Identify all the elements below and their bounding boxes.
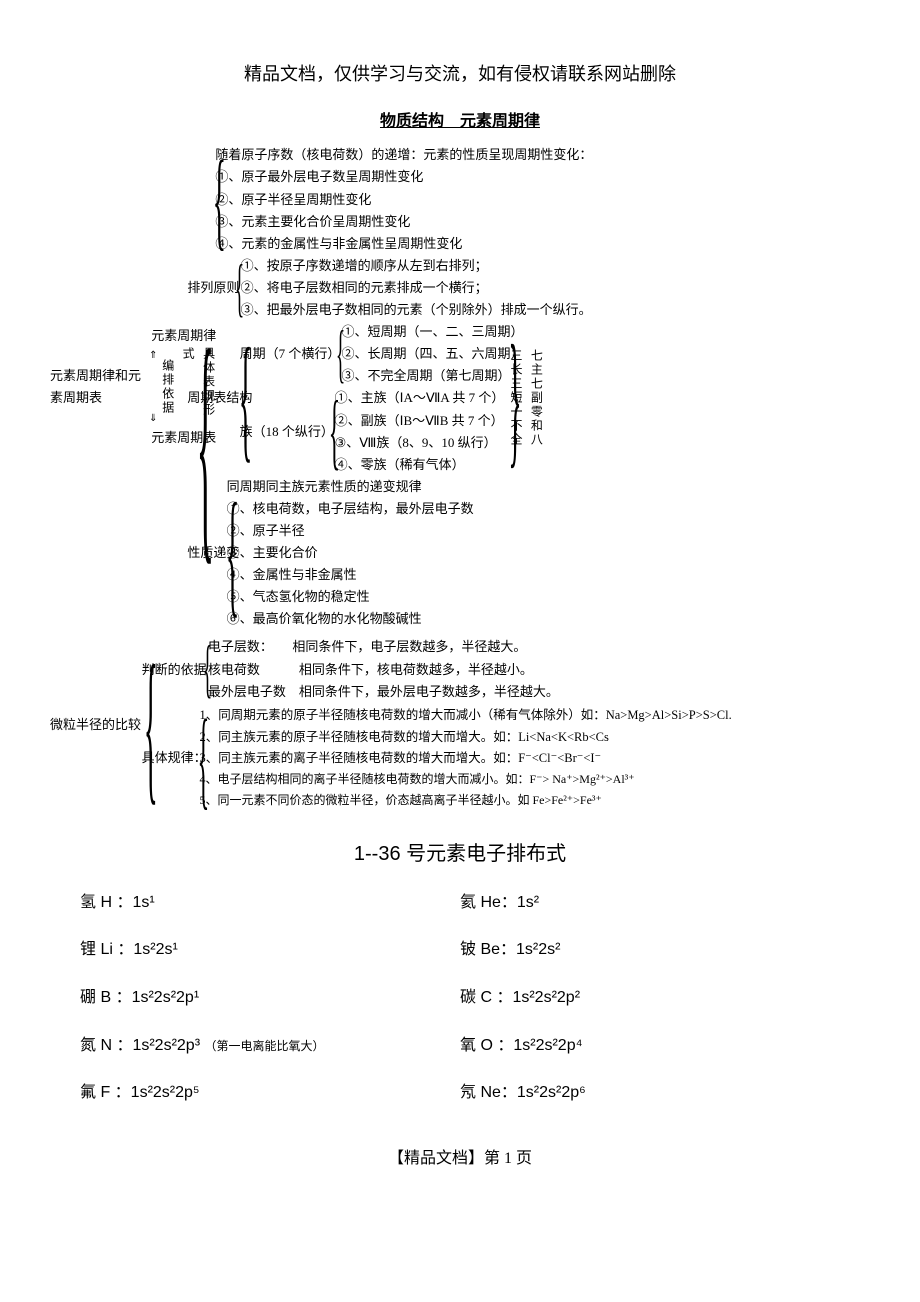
prop-items: 同周期同主族元素性质的递变规律 ①、核电荷数，电子层结构，最外层电子数 ②、原子…: [227, 476, 474, 631]
cfg-Ne: 氖 Ne：1s²2s²2p⁶: [460, 1080, 840, 1106]
page-footer: 【精品文档】第 1 页: [50, 1146, 870, 1172]
section2-title: 1--36 号元素电子排布式: [50, 838, 870, 870]
arrange-label: 排列原则: [187, 277, 239, 299]
rule-items: 1、同周期元素的原子半径随核电荷数的增大而减小（稀有气体除外）如：Na>Mg>A…: [199, 705, 731, 810]
right-note2: 七主七副零和八: [526, 349, 546, 447]
period-label: 周期（7 个横行）: [240, 343, 341, 365]
cfg-He: 氦 He：1s²: [460, 890, 840, 916]
arrange-items: ①、按原子序数递增的顺序从左到右排列； ②、将电子层数相同的元素排成一个横行； …: [241, 255, 592, 321]
vlabel-arrange: 编排依据: [157, 359, 177, 415]
cfg-O: 氧 O ：1s²2s²2p⁴: [460, 1033, 840, 1059]
cfg-Be: 铍 Be：1s²2s²: [460, 937, 840, 963]
judge-items: 电子层数： 相同条件下，电子层数越多，半径越大。 核电荷数 相同条件下，核电荷数…: [208, 636, 559, 702]
cfg-B: 硼 B ：1s²2s²2p¹: [80, 985, 460, 1011]
group-items: ①、主族（ⅠA～ⅦA 共 7 个） ②、副族（ⅠB～ⅦB 共 7 个） ③、Ⅷ族…: [335, 387, 505, 475]
doc-title: 物质结构 元素周期律: [50, 109, 870, 135]
period-items: ①、短周期（一、二、三周期） ②、长周期（四、五、六周期） ③、不完全周期（第七…: [342, 321, 524, 387]
cfg-F: 氟 F ：1s²2s²2p⁵: [80, 1080, 460, 1106]
cfg-C: 碳 C ：1s²2s²2p²: [460, 985, 840, 1011]
electron-config-table: 氢 H ：1s¹ 氦 He：1s² 锂 Li ：1s²2s¹ 铍 Be：1s²2…: [50, 890, 870, 1106]
outline-tree: 元素周期律和元素周期表 元素周期律 ⇑ ⇓ 编排依据 具体表现形式 元素周期表 …: [50, 144, 870, 812]
periodlaw-items: 随着原子序数（核电荷数）的递增：元素的性质呈现周期性变化： ①、原子最外层电子数…: [215, 144, 592, 254]
cfg-H: 氢 H ：1s¹: [80, 890, 460, 916]
cfg-N: 氮 N ：1s²2s²2p³ （第一电离能比氧大）: [80, 1033, 460, 1059]
group-label: 族（18 个纵行）: [240, 421, 334, 443]
block1-label: 元素周期律和元素周期表: [50, 365, 145, 409]
doc-header: 精品文档，仅供学习与交流，如有侵权请联系网站删除: [50, 60, 870, 89]
cfg-Li: 锂 Li ：1s²2s¹: [80, 937, 460, 963]
cfg-N-note: （第一电离能比氧大）: [204, 1039, 324, 1053]
